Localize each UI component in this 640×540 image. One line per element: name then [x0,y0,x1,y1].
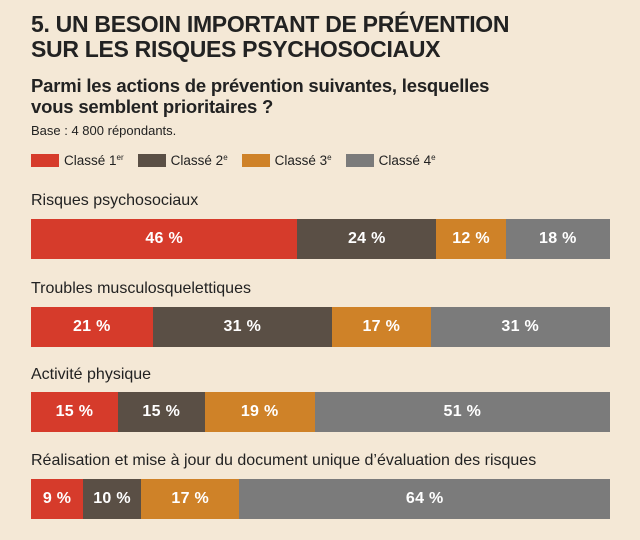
bar-value-label: 17 % [362,318,401,335]
bar-value-label: 31 % [501,318,540,335]
bar-value-label: 64 % [405,490,444,507]
bar-segment: 9 % [31,479,84,519]
category-label: Risques psychosociaux [31,192,199,209]
bar-segment: 15 % [117,392,205,432]
legend-label-rank1: Classé 1er [64,152,124,168]
bar-value-label: 15 % [142,403,181,420]
category-label: Troubles musculosquelettiques [31,280,251,297]
bar-value-label: 12 % [452,230,490,247]
legend-swatch-rank3 [241,153,270,167]
bar-segment: 17 % [332,307,431,347]
bar-segment: 12 % [436,219,506,259]
legend: Classé 1er Classé 2e Classé 3e Classé 4e [31,151,450,169]
bar-segment: 19 % [204,392,315,432]
bar-value-label: 21 % [72,318,111,335]
legend-item-rank3: Classé 3e [241,152,332,168]
bar-value-label: 51 % [443,403,482,420]
bar-segment: 46 % [31,219,298,259]
legend-swatch-rank4 [345,153,374,167]
legend-swatch-rank2 [137,153,166,167]
bar-segment: 21 % [31,307,153,347]
bar-value-label: 15 % [55,403,94,420]
category-label: Réalisation et mise à jour du document u… [31,452,537,469]
bar-segment: 24 % [297,219,437,259]
bar-segment: 18 % [505,219,610,259]
legend-label-rank3: Classé 3e [274,152,332,168]
bar-segment: 51 % [314,392,610,432]
chart-question: Parmi les actions de prévention suivante… [31,75,611,117]
bar-segment: 31 % [152,307,333,347]
bar-value-label: 24 % [347,230,386,247]
legend-swatch-rank1 [31,153,59,167]
bar-value-label: 46 % [145,230,183,247]
chart-title: 5. UN BESOIN IMPORTANT DE PRÉVENTION SUR… [31,12,611,62]
bar-segment: 17 % [141,479,240,519]
bar-value-label: 19 % [240,403,279,420]
bar-segment: 64 % [239,479,610,519]
bar-value-label: 31 % [223,318,262,335]
legend-label-rank2: Classé 2e [170,152,228,168]
bar-value-label: 17 % [171,490,210,507]
bar-segment: 10 % [83,479,141,519]
bar-value-label: 10 % [93,490,131,507]
bar-value-label: 18 % [539,230,577,247]
title-line-1: 5. UN BESOIN IMPORTANT DE PRÉVENTION [31,11,510,37]
legend-label-rank4: Classé 4e [378,152,436,168]
legend-item-rank4: Classé 4e [345,152,436,168]
bar-value-label: 9 % [42,490,72,507]
title-line-2: SUR LES RISQUES PSYCHOSOCIAUX [31,36,441,62]
question-line-2: vous semblent prioritaires ? [31,96,274,117]
bar-segment: 31 % [430,307,610,347]
legend-item-rank1: Classé 1er [31,153,124,168]
category-label: Activité physique [31,366,152,383]
question-line-1: Parmi les actions de prévention suivante… [31,75,490,96]
base-note: Base : 4 800 répondants. [31,123,177,138]
legend-item-rank2: Classé 2e [137,152,228,168]
bar-segment: 15 % [31,392,118,432]
